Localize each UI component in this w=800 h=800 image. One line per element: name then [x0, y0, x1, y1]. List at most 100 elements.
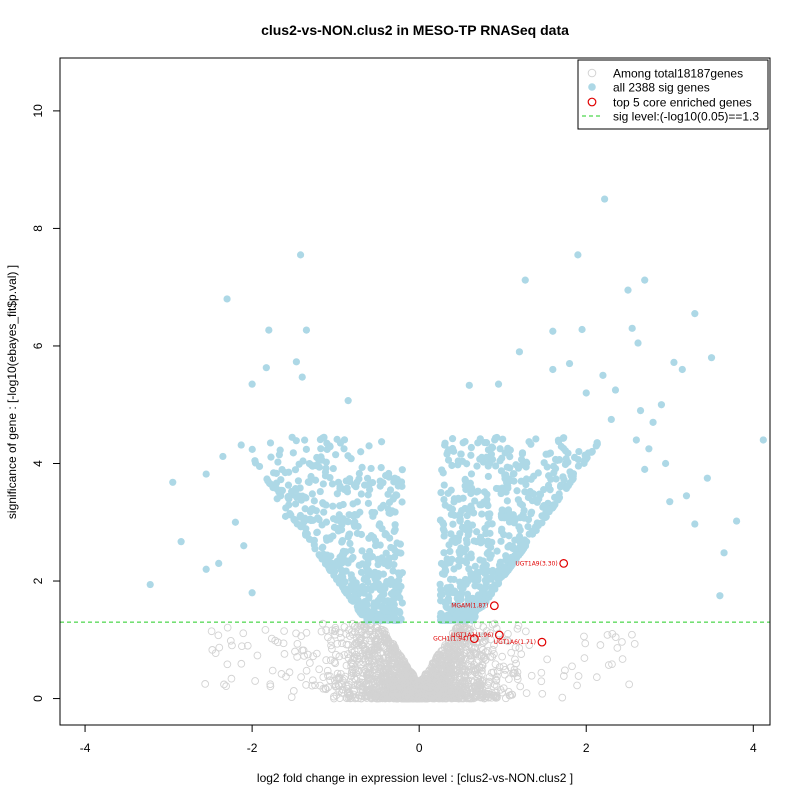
sig-gene-point — [357, 490, 365, 498]
sig-gene-point — [377, 504, 385, 512]
sig-gene-point — [691, 520, 699, 528]
sig-gene-point — [315, 551, 323, 559]
sig-gene-point — [487, 574, 496, 582]
nonsig-gene-point — [304, 650, 312, 659]
sig-gene-point — [550, 469, 558, 477]
x-axis: -4 -2 0 2 4 — [80, 725, 757, 755]
sig-gene-point — [518, 450, 526, 458]
sig-gene-point — [382, 471, 390, 480]
nonsig-gene-point — [489, 668, 498, 677]
sig-gene-point — [367, 464, 375, 473]
nonsig-gene-point — [302, 681, 310, 689]
nonsig-gene-point — [327, 637, 335, 645]
sig-gene-point — [361, 481, 369, 489]
sig-gene-point — [202, 565, 210, 573]
nonsig-gene-point — [470, 683, 479, 691]
nonsig-gene-point — [357, 634, 365, 643]
sig-gene-point — [273, 495, 281, 503]
sig-gene-point — [515, 348, 524, 356]
sig-gene-point — [347, 546, 355, 554]
sig-gene-point — [344, 518, 352, 526]
sig-gene-point — [524, 523, 532, 531]
sig-gene-point — [580, 459, 588, 467]
sig-gene-point — [346, 585, 354, 593]
sig-gene-point — [457, 450, 465, 458]
sig-gene-point — [338, 538, 346, 546]
sig-gene-point — [440, 495, 448, 504]
nonsig-gene-point — [390, 668, 399, 677]
sig-gene-point — [391, 521, 399, 529]
nonsig-gene-point — [604, 661, 613, 669]
nonsig-gene-point — [333, 669, 342, 678]
sig-gene-point — [237, 441, 245, 449]
sig-gene-point — [444, 448, 452, 456]
sig-gene-point — [458, 557, 466, 565]
nonsig-gene-point — [365, 651, 374, 660]
sig-gene-point — [332, 574, 341, 583]
nonsig-gene-point — [285, 668, 294, 677]
sig-gene-point — [481, 584, 489, 592]
sig-gene-point — [397, 478, 406, 486]
sig-gene-point — [456, 517, 464, 525]
nonsig-gene-point — [420, 679, 429, 687]
nonsig-gene-point — [362, 681, 371, 690]
sig-gene-point — [390, 527, 398, 536]
nonsig-gene-point — [319, 673, 328, 682]
sig-gene-point — [473, 600, 481, 608]
nonsig-gene-point — [330, 658, 339, 666]
nonsig-gene-point — [289, 687, 298, 695]
y-tick-label: 10 — [31, 104, 45, 118]
nonsig-gene-point — [486, 653, 495, 661]
nonsig-gene-point — [315, 665, 324, 674]
legend: Among total18187genes all 2388 sig genes… — [577, 59, 769, 130]
sig-gene-point — [322, 458, 330, 466]
sig-gene-point — [390, 596, 398, 604]
sig-gene-point — [491, 436, 499, 444]
nonsig-gene-point — [458, 658, 467, 667]
nonsig-gene-point — [364, 657, 372, 665]
nonsig-gene-point — [543, 655, 552, 664]
sig-gene-point — [492, 462, 500, 470]
sig-gene-point — [298, 373, 306, 381]
nonsig-gene-point — [450, 683, 458, 692]
sig-gene-point — [353, 498, 361, 506]
sig-gene-point — [274, 458, 282, 466]
nonsig-gene-point — [372, 662, 380, 671]
sig-gene-point — [332, 451, 340, 459]
nonsig-gene-point — [381, 668, 390, 677]
sig-gene-point — [463, 590, 472, 598]
nonsig-gene-point — [386, 688, 394, 697]
sig-gene-point — [296, 251, 305, 259]
sig-gene-point — [504, 566, 512, 574]
sig-gene-point — [366, 486, 374, 494]
nonsig-gene-point — [361, 665, 369, 674]
sig-gene-point — [538, 512, 546, 520]
nonsig-gene-point — [223, 623, 232, 632]
sig-gene-point — [307, 461, 315, 469]
nonsig-gene-point — [412, 694, 420, 703]
x-tick-label: 2 — [583, 741, 590, 755]
sig-gene-point — [678, 365, 686, 374]
sig-gene-point — [547, 475, 555, 483]
sig-gene-point — [350, 481, 359, 489]
sig-gene-point — [720, 549, 728, 557]
nonsig-gene-point — [466, 651, 475, 660]
nonsig-gene-point — [347, 669, 356, 677]
nonsig-gene-point — [366, 691, 374, 699]
nonsig-gene-point — [603, 631, 612, 639]
sig-gene-point — [559, 444, 568, 453]
sig-gene-point — [464, 531, 472, 539]
sig-gene-point — [592, 442, 600, 450]
sig-gene-point — [636, 406, 645, 415]
nonsig-gene-point — [280, 627, 288, 635]
nonsig-gene-point — [458, 693, 466, 702]
nonsig-gene-point — [332, 681, 340, 690]
nonsig-gene-point — [461, 623, 469, 631]
nonsig-gene-point — [499, 684, 508, 693]
sig-gene-point — [318, 521, 326, 529]
sig-gene-point — [438, 466, 446, 474]
nonsig-gene-point — [432, 659, 441, 668]
sig-gene-point — [529, 490, 537, 498]
sig-gene-point — [329, 502, 337, 510]
sig-gene-point — [552, 475, 560, 483]
